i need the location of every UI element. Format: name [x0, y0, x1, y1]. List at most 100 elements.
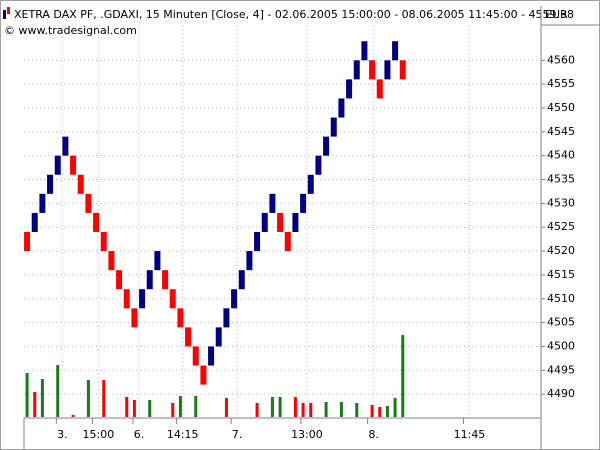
renko-brick	[300, 193, 307, 213]
volume-bar	[270, 397, 274, 417]
volume-bar	[339, 402, 343, 417]
volume-bar	[71, 415, 75, 417]
renko-brick	[376, 79, 383, 99]
renko-brick	[100, 231, 107, 252]
y-tick-label: 4545	[547, 125, 575, 138]
volume-bar	[33, 392, 37, 417]
x-tick-label: 14:15	[167, 428, 199, 441]
renko-brick	[54, 155, 61, 175]
renko-brick	[307, 174, 314, 194]
renko-brick	[77, 174, 84, 194]
y-tick-label: 4560	[547, 53, 575, 66]
renko-brick	[323, 136, 330, 156]
x-tick-label: 8.	[368, 428, 379, 441]
renko-brick	[24, 231, 31, 252]
volume-bar	[324, 402, 328, 417]
renko-brick	[254, 231, 261, 252]
volume-bar	[293, 397, 297, 417]
renko-brick	[292, 212, 299, 232]
renko-brick	[169, 289, 176, 309]
renko-brick	[177, 308, 184, 328]
title-icon	[3, 10, 6, 19]
renko-brick	[238, 270, 245, 290]
y-tick-label: 4540	[547, 149, 575, 162]
renko-brick	[261, 212, 268, 232]
volume-bar	[178, 396, 182, 417]
y-tick-label: 4500	[547, 339, 575, 352]
volume-bar	[102, 380, 106, 417]
renko-brick	[146, 270, 153, 290]
renko-brick	[139, 289, 146, 309]
volume-bar	[125, 397, 129, 417]
y-tick-label: 4495	[547, 363, 575, 376]
volume-bar	[224, 398, 228, 417]
renko-brick	[353, 60, 360, 80]
renko-brick	[284, 231, 291, 252]
copyright: © www.tradesignal.com	[4, 24, 137, 37]
volume-bar	[378, 407, 382, 417]
x-tick-label: 11:45	[454, 428, 486, 441]
y-tick-label: 4505	[547, 316, 575, 329]
renko-brick	[185, 327, 192, 347]
y-tick-label: 4520	[547, 244, 575, 257]
renko-brick	[269, 193, 276, 213]
renko-brick	[47, 174, 54, 194]
renko-brick	[392, 41, 399, 61]
renko-brick	[215, 327, 222, 347]
renko-brick	[39, 193, 46, 213]
volume-bar	[393, 398, 397, 417]
volume-bar	[278, 397, 282, 417]
x-tick-label: 7.	[232, 428, 243, 441]
renko-brick	[330, 117, 337, 137]
renko-brick	[384, 60, 391, 80]
volume-bar	[301, 403, 305, 417]
renko-brick	[62, 136, 69, 156]
volume-bar	[56, 365, 60, 417]
renko-brick	[123, 289, 130, 309]
volume-bar	[255, 403, 259, 417]
y-tick-label: 4535	[547, 173, 575, 186]
volume-bar	[148, 400, 152, 417]
y-tick-label: 4555	[547, 77, 575, 90]
renko-brick	[399, 60, 406, 80]
renko-brick	[154, 251, 161, 271]
volume-bar	[401, 335, 405, 417]
renko-brick	[338, 98, 345, 118]
volume-bar	[25, 373, 29, 417]
currency: EUR	[545, 8, 568, 21]
y-tick-label: 4530	[547, 196, 575, 209]
volume-bar	[355, 403, 359, 417]
renko-brick	[108, 251, 115, 271]
volume-bar	[86, 380, 90, 417]
renko-brick	[192, 346, 199, 366]
renko-brick	[277, 212, 284, 232]
volume-bar	[194, 396, 198, 417]
x-tick-label: 15:00	[83, 428, 115, 441]
renko-brick	[361, 41, 368, 61]
renko-brick	[93, 212, 100, 232]
renko-brick	[223, 308, 230, 328]
renko-brick	[315, 155, 322, 175]
y-tick-label: 4550	[547, 101, 575, 114]
renko-brick	[208, 346, 215, 366]
y-tick-label: 4510	[547, 292, 575, 305]
volume-bar	[370, 405, 374, 417]
x-tick-label: 6.	[134, 428, 145, 441]
renko-brick	[246, 251, 253, 271]
volume-bar	[132, 400, 136, 417]
x-tick-label: 13:00	[291, 428, 323, 441]
volume-bar	[171, 403, 175, 417]
renko-brick	[70, 155, 77, 175]
y-tick-label: 4515	[547, 268, 575, 281]
renko-brick	[131, 308, 138, 328]
title-icon	[7, 7, 10, 14]
x-tick-label: 3.	[57, 428, 68, 441]
renko-brick	[31, 212, 38, 232]
renko-brick	[85, 193, 92, 213]
y-tick-label: 4490	[547, 387, 575, 400]
renko-brick	[200, 365, 207, 385]
renko-brick	[231, 289, 238, 309]
